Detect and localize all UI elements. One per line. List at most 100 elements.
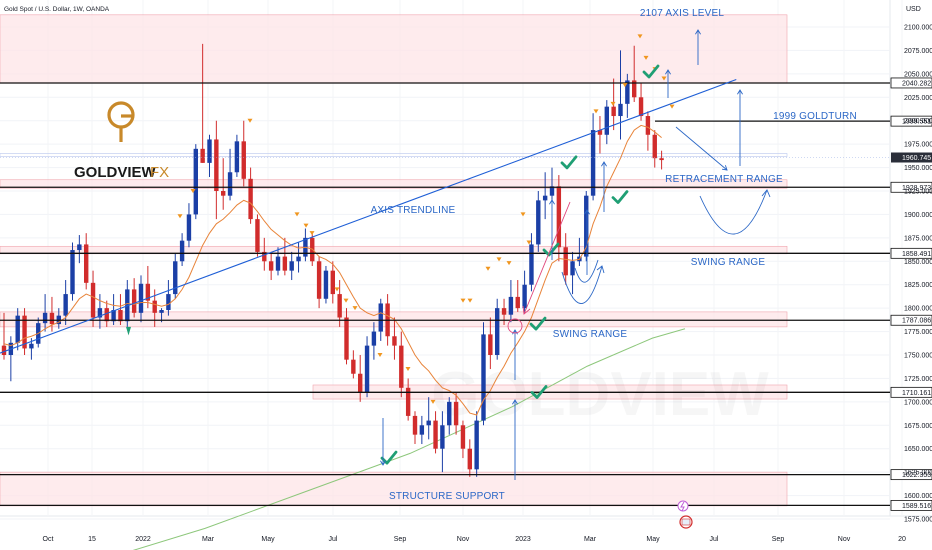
candle-body [22,315,27,349]
candle-body [426,420,431,426]
checkmark-icon [380,450,398,465]
arrowhead-icon [721,165,728,171]
swing-arc-inner[interactable] [574,259,599,283]
annotation-label: SWING RANGE [691,257,766,268]
candle-body [70,250,75,295]
candle-body [193,148,198,215]
candle-body [481,334,486,421]
arrowhead-icon [695,29,701,35]
checkmark-icon [560,155,578,170]
x-tick-label: May [261,536,275,543]
sell-marker-icon [303,223,309,228]
y-tick-label: 1875.000 [904,235,932,242]
level-price-pill [890,181,932,193]
candle-body [611,106,616,117]
candle-body [104,308,109,322]
candle-body [152,300,157,313]
candle-body [179,240,185,262]
sell-marker-icon [190,189,196,193]
candle-body [501,308,507,315]
x-tick-label: Jul [710,536,719,543]
candle-body [488,334,493,355]
candle-body [584,195,589,257]
checkmark-icon [530,385,548,399]
current-price-label: 1960.745 [902,155,931,162]
arrowhead-icon [596,265,605,274]
candle-body [268,261,274,271]
level-price-label: 1999.551 [902,119,931,126]
candle-body [248,178,253,220]
candle-body [405,387,411,416]
arrowhead-icon [380,460,386,466]
candle-body [556,186,562,248]
sell-marker-icon [294,212,300,217]
annotations: 2107 AXIS LEVEL 1999 GOLDTURN RETRACEMENT … [371,8,857,502]
candle-body [433,420,438,449]
sell-marker-icon [405,367,411,372]
y-tick-label: 2100.000 [904,25,932,32]
highlight-circle[interactable] [507,318,523,334]
candle-body [597,130,603,135]
y-tick-label: 2025.000 [904,95,932,102]
y-tick-label: 2075.000 [904,48,932,55]
x-tick-label: Sep [394,536,407,543]
candle-body [262,251,267,262]
axis-trendline[interactable] [0,78,737,354]
price-scale[interactable] [890,0,932,550]
arrow-down-retrace[interactable] [675,126,728,171]
arrowhead-icon [665,69,671,75]
candle-body [652,134,657,159]
candle-body [1,345,7,355]
annotation-label: RETRACEMENT RANGE [665,174,783,185]
candle-body [131,289,137,313]
projection-arc[interactable] [699,189,768,235]
x-tick-label: Jul [329,536,338,543]
y-tick-label: 1925.000 [904,189,932,196]
candle-body [344,317,349,360]
level-price-pill [890,499,932,511]
candle-body [604,106,609,135]
x-tick-label: Oct [43,536,54,543]
sell-marker-icon [247,118,253,123]
arrowhead-icon [522,305,531,315]
candle-body [570,261,575,276]
candle-body [159,310,164,313]
sell-marker-icon [485,266,491,271]
zone-outline [0,153,788,157]
candle-body [378,303,383,332]
candle-body [632,80,637,98]
supply-demand-zone [0,179,788,189]
candle-body [618,103,623,117]
level-price-label: 1589.516 [902,503,931,510]
y-tick-label: 1725.000 [904,376,932,383]
y-tick-label: 2050.000 [904,71,932,78]
candle-body [399,345,404,388]
lightning-icon[interactable] [677,500,689,512]
swing-arc[interactable] [561,265,603,304]
level-price-pill [890,314,932,326]
candle-body [77,244,82,251]
pink-arrow[interactable] [523,201,571,315]
trendline-path[interactable] [0,78,737,354]
annotation-label: STRUCTURE SUPPORT [389,491,505,502]
candle-body [467,448,472,470]
sell-marker-icon [661,76,667,81]
drawings[interactable] [380,29,771,480]
candle-body [42,312,48,324]
level-price-label: 1858.491 [902,251,931,258]
currency-label: USD [906,6,921,13]
candle-body [645,116,651,135]
arrowhead-icon [737,89,743,95]
event-icons[interactable] [677,500,693,529]
sell-marker-icon [334,287,340,292]
level-price-pill [890,77,932,89]
candle-body [542,195,548,201]
candle-body [625,80,630,104]
candle-body [173,261,178,295]
supply-demand-zone [0,471,788,507]
sell-marker-icon [643,55,649,60]
level-price-label: 1928.973 [902,185,931,192]
annotation-label: 1999 GOLDTURN [773,111,857,122]
y-tick-label: 1850.000 [904,259,932,266]
